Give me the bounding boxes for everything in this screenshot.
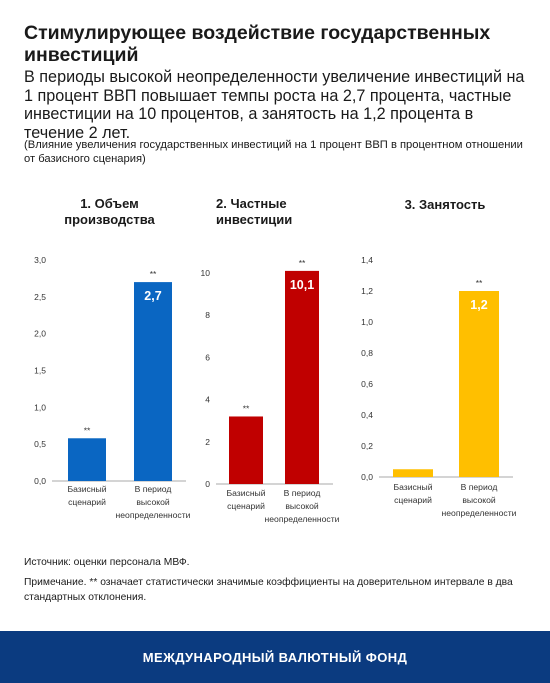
y-tick-label: 0,5 (34, 439, 46, 449)
chart-employment-plot: 0,0 0,2 0,4 0,6 0,8 1,0 1,2 1,4 Базисный сценарий… (361, 255, 517, 518)
source-text: Источник: оценки персонала МВФ. (24, 557, 190, 568)
footnote-text: Примечание. ** означает статистически зн… (24, 577, 513, 603)
bar (285, 270, 319, 484)
chart-employment: 3. Занятость 0,0 0,2 0,4 0,6 0,8 1,0 1,2 1,4 Баз… (355, 190, 535, 535)
chart-title-private-investment: 2. Частные инвестиции (216, 196, 293, 227)
y-tick-label: 0,4 (361, 410, 373, 420)
y-tick-label: 0,2 (361, 441, 373, 451)
data-label: 2,7 (144, 289, 161, 303)
bar (134, 282, 172, 481)
y-tick-label: 0,0 (34, 476, 46, 486)
category-label: В период высокой неопределенности (442, 482, 517, 518)
y-tick-label: 2,0 (34, 329, 46, 339)
y-tick-label: 1,0 (361, 317, 373, 327)
chart-note: (Влияние увеличения государственных инве… (24, 139, 523, 165)
footer-bar: МЕЖДУНАРОДНЫЙ ВАЛЮТНЫЙ ФОНД (0, 631, 550, 683)
y-tick-label: 1,0 (34, 402, 46, 412)
category-label: В период высокой неопределенности (265, 488, 340, 524)
data-label: 10,1 (290, 278, 314, 292)
chart-private-investment-plot: 0 2 4 6 8 10 ** Базисный сценарий ** 10,1 В период в… (201, 258, 340, 524)
y-tick-label: 2 (205, 437, 210, 447)
bar (229, 416, 263, 484)
y-tick-label: 0,6 (361, 379, 373, 389)
y-tick-label: 0,8 (361, 348, 373, 358)
y-tick-label: 1,2 (361, 286, 373, 296)
bar (68, 438, 106, 481)
y-tick-label: 0,0 (361, 472, 373, 482)
category-label: В период высокой неопределенности (116, 484, 191, 520)
y-tick-label: 3,0 (34, 255, 46, 265)
chart-title-output: 1. Объем производства (64, 196, 155, 227)
category-label: Базисный сценарий (67, 484, 106, 507)
chart-output: 1. Объем производства 0,0 0,5 1,0 1,5 2,0 2,5… (22, 190, 197, 535)
y-tick-label: 4 (205, 395, 210, 405)
y-tick-label: 0 (205, 479, 210, 489)
data-label: 1,2 (470, 298, 487, 312)
y-tick-label: 1,5 (34, 366, 46, 376)
significance-marker: ** (150, 269, 157, 279)
y-tick-label: 2,5 (34, 292, 46, 302)
category-label: Базисный сценарий (393, 482, 432, 505)
bar (459, 291, 499, 477)
chart-output-plot: 0,0 0,5 1,0 1,5 2,0 2,5 3,0 ** Базисный сценарий *… (34, 255, 191, 520)
y-tick-label: 8 (205, 310, 210, 320)
chart-title-employment: 3. Занятость (404, 197, 486, 212)
significance-marker: ** (84, 425, 91, 435)
category-label: Базисный сценарий (226, 488, 265, 511)
page-title: Стимулирующее воздействие государственны… (24, 22, 491, 66)
significance-marker: ** (243, 403, 250, 413)
y-tick-label: 10 (201, 268, 211, 278)
organization-name: МЕЖДУНАРОДНЫЙ ВАЛЮТНЫЙ ФОНД (142, 649, 408, 665)
significance-marker: ** (299, 258, 306, 268)
significance-marker: ** (476, 278, 483, 288)
page-subtitle: В периоды высокой неопределенности увели… (24, 68, 525, 142)
y-tick-label: 1,4 (361, 255, 373, 265)
bar (393, 469, 433, 477)
y-tick-label: 6 (205, 352, 210, 362)
chart-private-investment: 2. Частные инвестиции 0 2 4 6 8 10 ** Базисный с… (198, 190, 358, 535)
